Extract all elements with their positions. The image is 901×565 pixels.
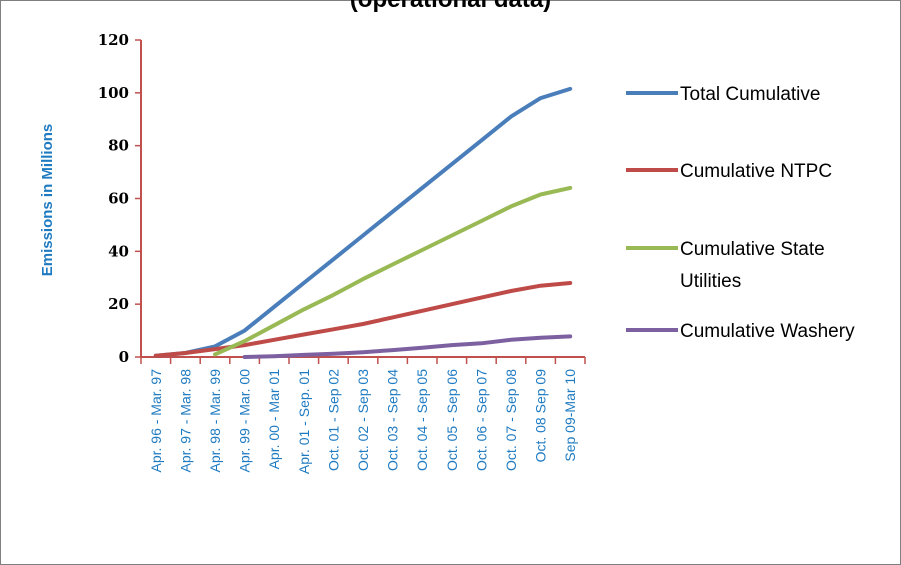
series-line [153, 86, 573, 358]
y-tick-label: 0 [119, 348, 129, 366]
chart-title: (operational data) [0, 0, 901, 14]
x-tick-label: Apr. 98 - Mar. 99 [207, 369, 223, 473]
x-tick-label: Oct. 07 - Sep 08 [503, 369, 519, 471]
x-tick-label: Oct. 03 - Sep 04 [385, 369, 401, 471]
y-tick-label: 100 [98, 84, 129, 102]
plot-area: 0 20 40 60 80 100 120 Apr. 96 - Mar. 97 Apr. 97 … [98, 31, 586, 474]
series-line [213, 185, 573, 357]
legend-label: Total Cumulative [680, 84, 820, 105]
x-tick-label: Sep 09-Mar 10 [562, 369, 578, 462]
legend-label: Cumulative State Utilities [680, 239, 825, 292]
x-tick-label: Oct. 01 - Sep 02 [325, 369, 341, 471]
x-tick-label: Apr. 97 - Mar. 98 [177, 369, 193, 473]
x-tick-label: Apr. 00 - Mar 01 [266, 369, 282, 470]
x-tick-label: Oct. 02 - Sep 03 [355, 369, 371, 471]
y-tick-label: 40 [108, 242, 129, 260]
legend-label: Cumulative Washery [680, 321, 855, 342]
x-tick-label: Apr. 99 - Mar. 00 [237, 369, 253, 473]
x-tick-label: Apr. 96 - Mar. 97 [148, 369, 164, 473]
y-axis-label: Emissions in Millions [39, 124, 56, 277]
y-tick-label: 20 [108, 295, 129, 313]
legend-label: Cumulative NTPC [680, 161, 832, 182]
x-tick-label: Oct. 05 - Sep 06 [444, 369, 460, 471]
y-tick-label: 60 [108, 190, 129, 208]
x-tick-label: Oct. 04 - Sep 05 [414, 369, 430, 471]
series-line [153, 281, 573, 358]
legend: Total Cumulative Cumulative NTPC Cumulativ… [626, 84, 855, 342]
x-tick-label: Oct. 08 Sep 09 [533, 369, 549, 463]
x-tick-label: Oct. 06 - Sep 07 [473, 369, 489, 471]
series-line [242, 334, 573, 359]
y-tick-label: 120 [98, 31, 129, 49]
x-tick-label: Apr. 01 - Sep. 01 [296, 369, 312, 474]
y-tick-label: 80 [108, 137, 129, 155]
